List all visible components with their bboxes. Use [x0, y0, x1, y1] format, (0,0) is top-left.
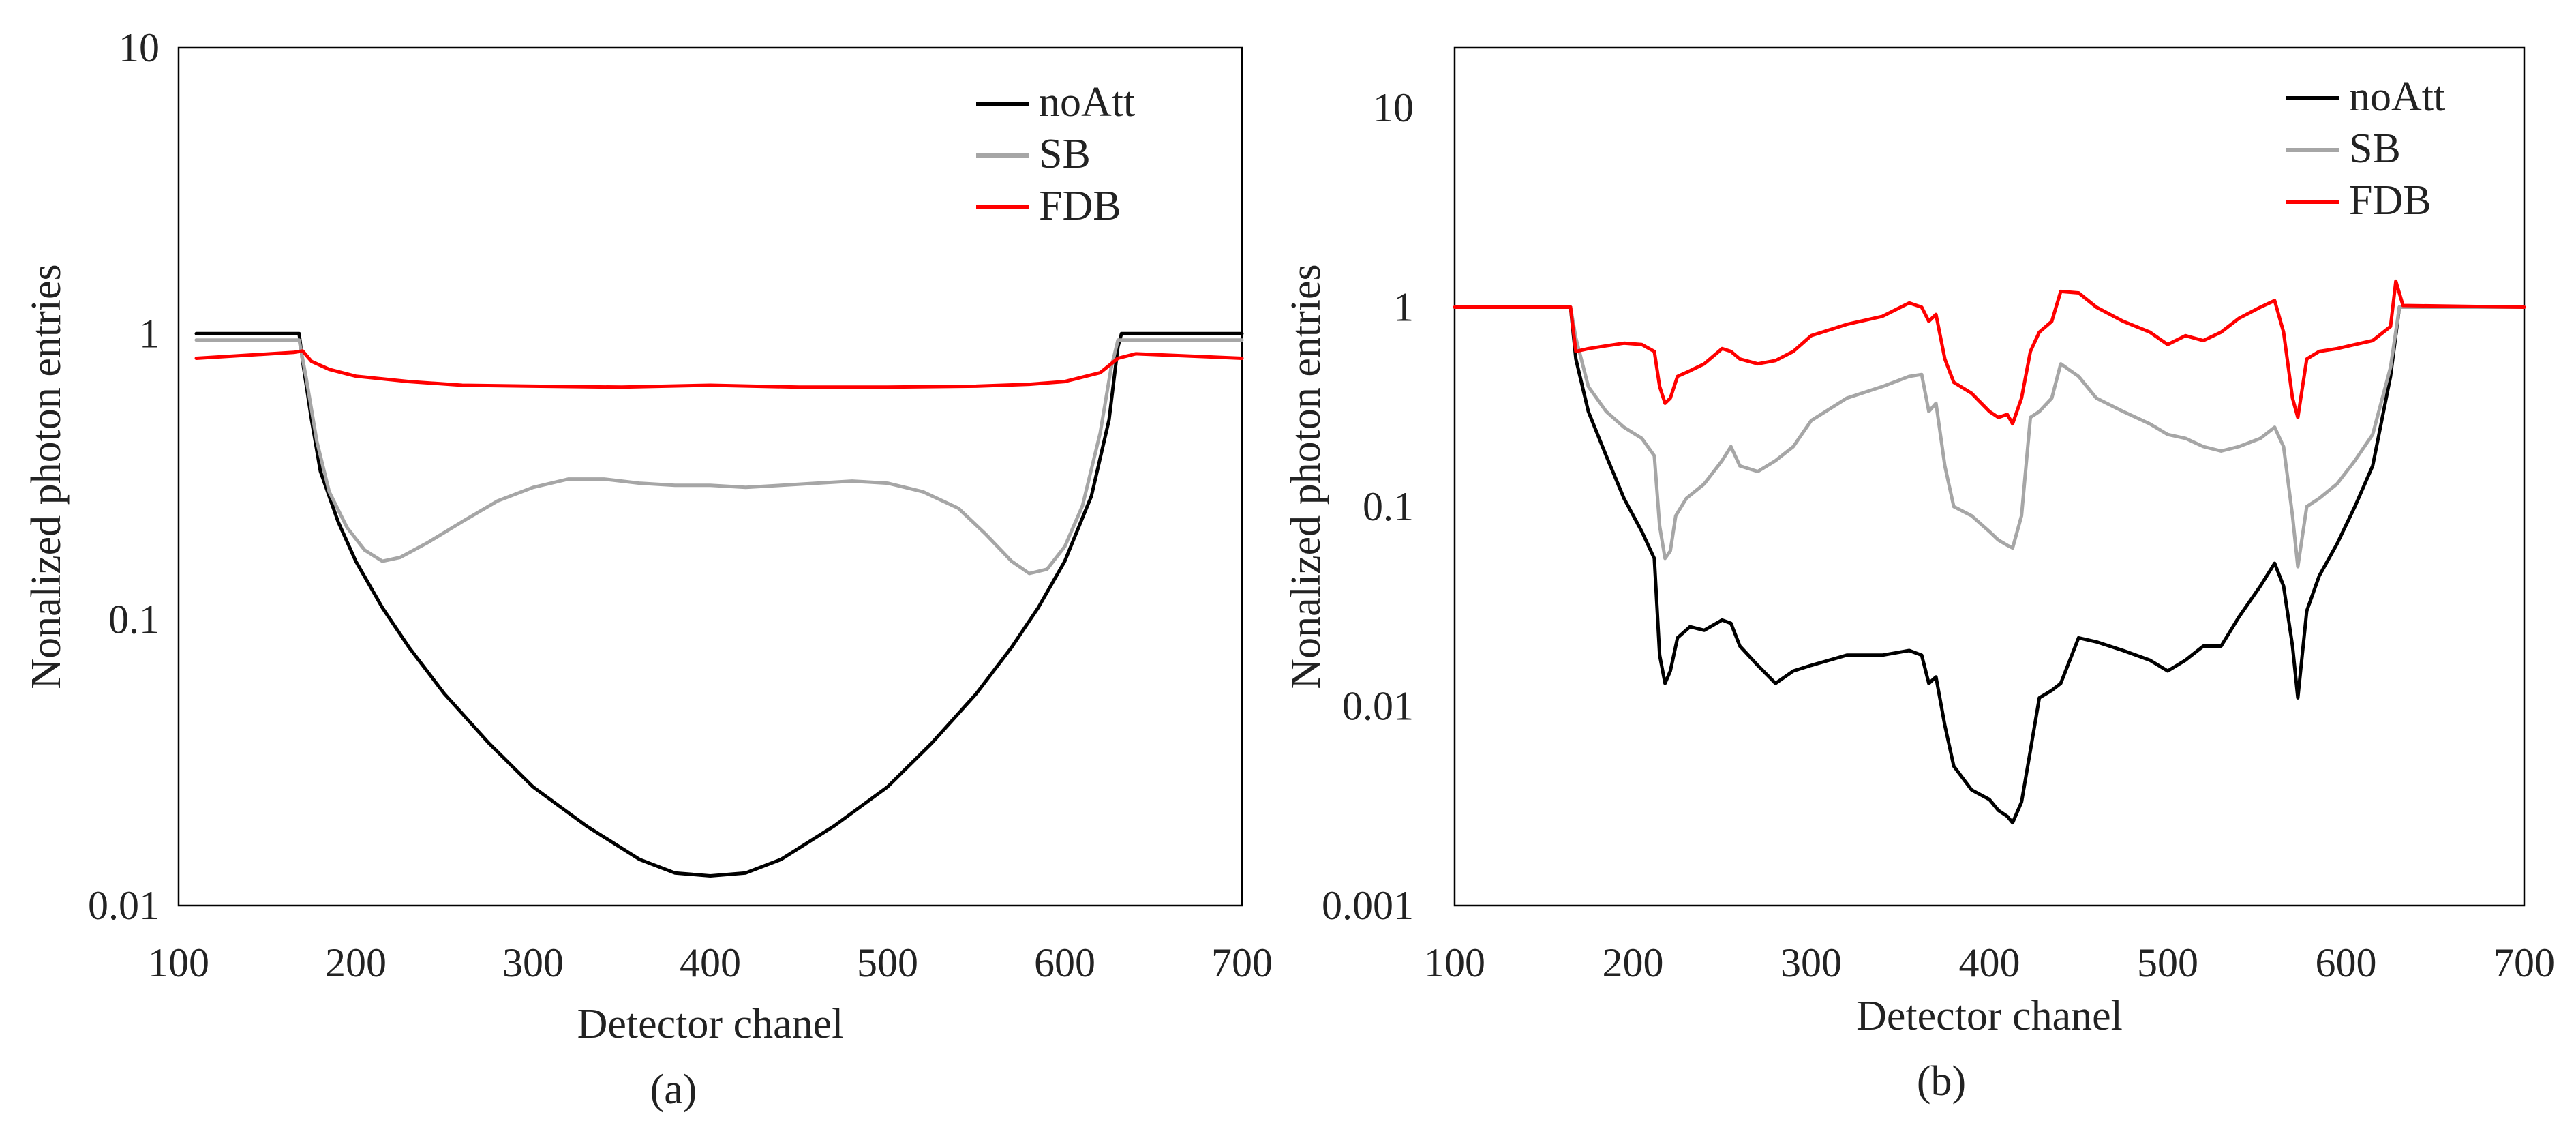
x-axis-title: Detector chanel — [1856, 993, 2123, 1039]
y-tick-label: 0.01 — [1342, 684, 1414, 729]
x-tick-label: 200 — [1603, 940, 1664, 985]
series-line-sb — [1453, 305, 2526, 569]
y-tick-label: 10 — [119, 25, 160, 70]
panel-label-b: (b) — [1917, 1058, 1966, 1105]
x-tick-label: 300 — [1781, 940, 1842, 985]
legend: noAtt SB FDB — [976, 79, 1135, 229]
series-line-fdb — [1453, 279, 2526, 426]
chart-panel-b: 100 200 300 400 500 600 700 0.001 0.01 0.1 1 10 Dete… — [1283, 46, 2555, 1039]
y-tick-label: 10 — [1373, 85, 1414, 130]
legend-label-noatt: noAtt — [2349, 74, 2445, 120]
x-axis-title: Detector chanel — [577, 1001, 844, 1047]
legend-label-fdb: FDB — [2349, 177, 2431, 224]
x-tick-label: 700 — [1211, 940, 1273, 985]
x-tick-label: 500 — [857, 940, 918, 985]
series-line-fdb — [194, 349, 1244, 389]
x-tick-label: 600 — [2316, 940, 2377, 985]
x-tick-label: 600 — [1034, 940, 1095, 985]
legend: noAtt SB FDB — [2286, 74, 2445, 224]
y-tick-label: 0.01 — [88, 883, 160, 928]
legend-label-noatt: noAtt — [1039, 79, 1135, 125]
y-tick-label: 1 — [1393, 285, 1414, 330]
y-axis-title: Nonalized photon entries — [1283, 264, 1329, 689]
x-tick-label: 200 — [325, 940, 387, 985]
x-tick-label: 400 — [680, 940, 741, 985]
series-line-noatt — [1453, 305, 2526, 825]
x-tick-label: 100 — [1424, 940, 1485, 985]
x-tick-label: 300 — [502, 940, 564, 985]
y-tick-label: 0.001 — [1322, 883, 1414, 928]
legend-label-fdb: FDB — [1039, 183, 1121, 229]
plot-area-frame — [177, 46, 1243, 907]
panel-label-a: (a) — [650, 1066, 697, 1113]
series-line-noatt — [194, 331, 1244, 878]
chart-panel-a: 100 200 300 400 500 600 700 0.01 0.1 1 10 Detector … — [23, 25, 1273, 1047]
series-line-sb — [194, 338, 1244, 576]
legend-label-sb: SB — [2349, 125, 2401, 172]
x-tick-label: 500 — [2137, 940, 2198, 985]
y-axis-title: Nonalized photon entries — [23, 264, 70, 689]
y-tick-label: 1 — [139, 311, 160, 356]
x-tick-label: 100 — [148, 940, 209, 985]
y-tick-label: 0.1 — [108, 597, 160, 642]
x-tick-label: 700 — [2494, 940, 2555, 985]
legend-label-sb: SB — [1039, 131, 1091, 177]
plot-area-frame — [1453, 46, 2526, 907]
x-tick-label: 400 — [1959, 940, 2020, 985]
y-tick-label: 0.1 — [1363, 484, 1414, 529]
